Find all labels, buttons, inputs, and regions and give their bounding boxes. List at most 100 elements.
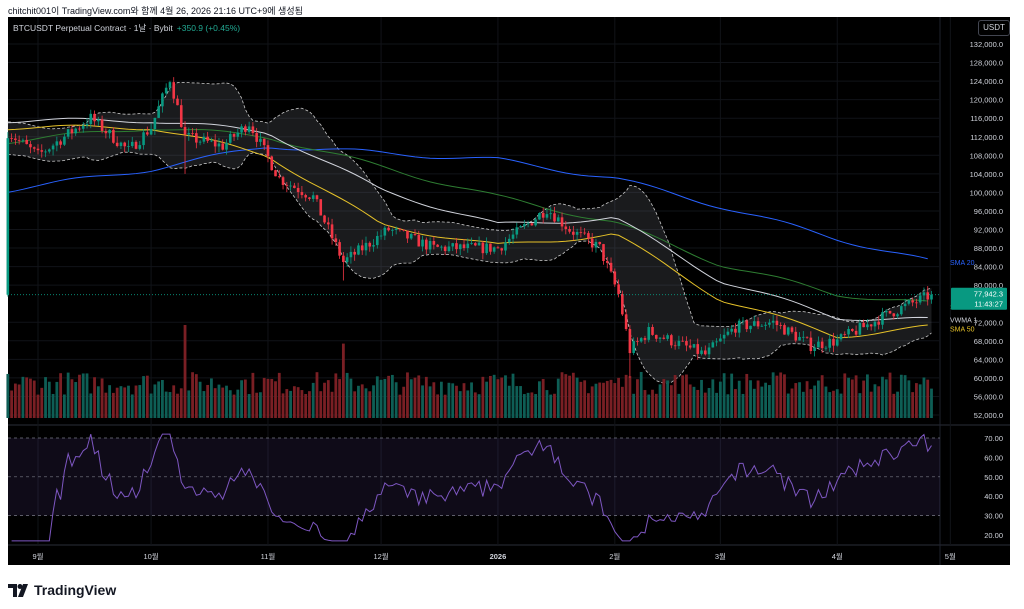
candle (349, 246, 353, 264)
volume-bar (29, 378, 32, 418)
volume-bar (319, 391, 323, 418)
candle-body (779, 325, 782, 326)
candle-body (719, 338, 722, 342)
candle-body (813, 347, 816, 351)
candle (873, 320, 877, 332)
candle-body (153, 117, 157, 129)
volume-bar (783, 374, 786, 418)
volume-bar (473, 392, 477, 418)
volume-bar (161, 380, 164, 418)
volume-bar (707, 387, 711, 418)
candle-body (232, 134, 236, 137)
candle-body (632, 341, 635, 354)
candle-body (621, 293, 624, 315)
candle (632, 337, 635, 356)
volume-bar (379, 379, 383, 418)
candle-body (598, 241, 602, 245)
volume-bar (251, 372, 255, 418)
volume-bar (779, 372, 783, 418)
volume-bar (918, 384, 922, 418)
candle-body (504, 242, 507, 251)
candle (330, 218, 334, 245)
candle (123, 141, 127, 153)
volume-bar (549, 394, 553, 418)
candle (447, 241, 451, 253)
candle-body (922, 292, 926, 296)
candle-body (142, 132, 145, 146)
candle-body (164, 87, 168, 94)
tradingview-logo[interactable]: TradingView (8, 582, 116, 598)
price-axis-label: 128,000.0 (970, 59, 1003, 68)
candle (685, 336, 688, 352)
candle (786, 326, 790, 337)
candle (368, 241, 372, 252)
candle (839, 333, 843, 342)
volume-bar (187, 390, 191, 418)
candle-body (97, 119, 100, 122)
volume-bar (722, 373, 726, 418)
candle (213, 134, 217, 153)
candle (293, 182, 296, 189)
volume-bar (658, 384, 662, 418)
volume-bar (560, 372, 564, 418)
volume-bar (896, 391, 899, 418)
candle (507, 234, 511, 245)
volume-bar (255, 392, 259, 418)
candle-body (553, 213, 556, 222)
candle-body (658, 337, 662, 339)
candle-body (560, 217, 564, 227)
candle (255, 127, 258, 148)
volume-bar (221, 387, 225, 418)
candle (466, 238, 470, 253)
volume-bar (605, 380, 609, 418)
candle-body (843, 334, 847, 335)
rsi-axis-label: 30.00 (984, 512, 1003, 521)
volume-bar (647, 394, 651, 418)
candle-body (247, 126, 251, 132)
candle-body (213, 140, 217, 147)
volume-bar (308, 391, 311, 418)
volume-bar (681, 375, 685, 418)
volume-bar (752, 388, 756, 418)
candle-body (647, 327, 651, 340)
volume-bar (485, 381, 489, 418)
candle (259, 132, 262, 147)
candle-body (115, 142, 119, 147)
price-axis-label: 68,000.0 (974, 337, 1003, 346)
volume-bar (718, 381, 722, 418)
candle (153, 117, 157, 135)
candle-body (17, 139, 21, 141)
volume-bar (715, 392, 718, 418)
candle-body (489, 243, 492, 252)
candle-body (643, 338, 647, 340)
volume-bar (66, 372, 70, 418)
currency-button[interactable]: USDT (978, 20, 1010, 36)
candle (353, 248, 356, 261)
candle-body (507, 238, 511, 243)
candle (866, 319, 869, 330)
candle (97, 116, 100, 126)
candle-body (775, 320, 779, 326)
candle-body (221, 143, 225, 150)
candle (662, 334, 666, 340)
indicator-line-sma-120 (7, 129, 928, 302)
candle (658, 337, 662, 343)
candle-body (417, 234, 421, 247)
candle-body (556, 217, 560, 222)
candle-body (345, 257, 349, 263)
candle (530, 222, 534, 226)
volume-bar (36, 394, 40, 418)
candle-body (274, 170, 277, 177)
candle-body (764, 324, 767, 326)
candle (753, 315, 756, 327)
volume-bar (666, 380, 669, 418)
candle-body (594, 241, 598, 248)
candle-body (869, 324, 873, 327)
candle-body (587, 233, 590, 239)
candle-body (206, 136, 209, 141)
candle (127, 140, 130, 153)
candle (36, 144, 40, 155)
candle-body (100, 119, 104, 131)
volume-bar (206, 384, 210, 418)
